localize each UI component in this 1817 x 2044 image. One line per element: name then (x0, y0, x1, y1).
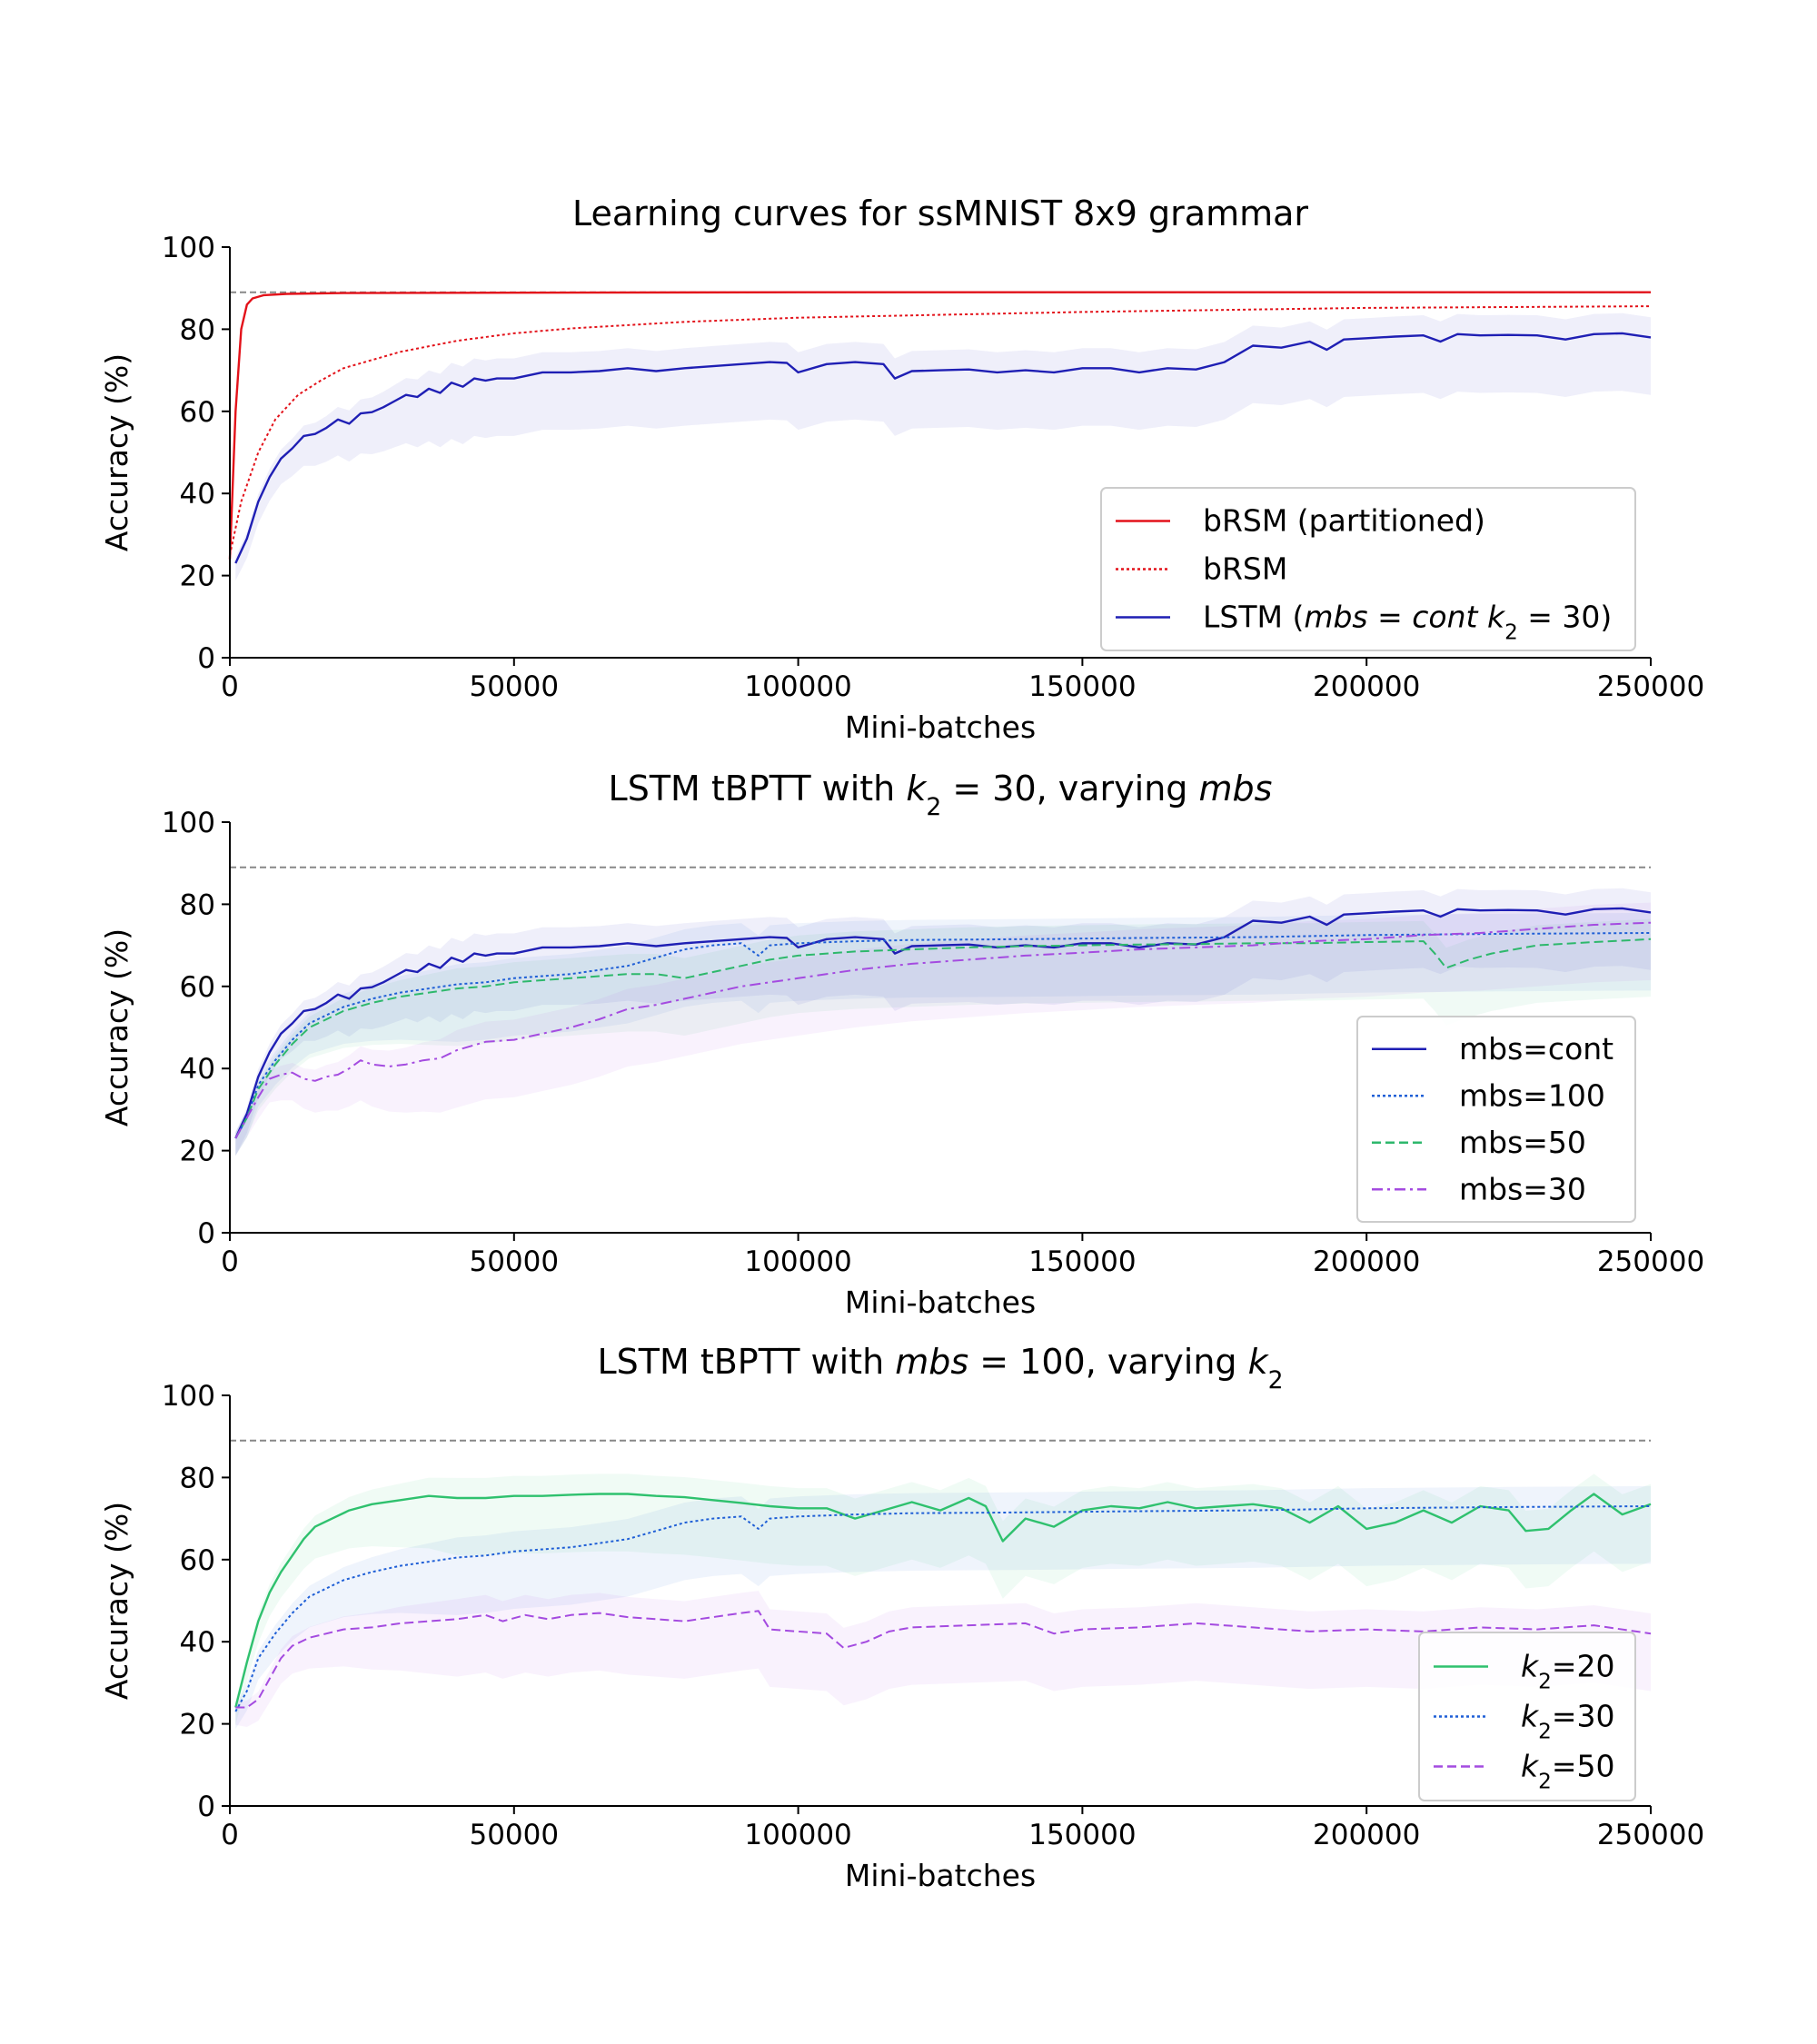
y-tick-label: 20 (180, 1136, 215, 1168)
legend: k2=20 k2=30 k2=50 (1418, 1632, 1636, 1801)
legend-label: LSTM (mbs = cont k2 = 30) (1203, 600, 1612, 645)
x-tick-label: 100000 (744, 670, 851, 703)
x-tick-label: 200000 (1313, 670, 1420, 703)
series-line-1-2 (229, 305, 1652, 556)
x-tick-label: 50000 (469, 1245, 559, 1278)
x-tick-label: 150000 (1028, 1819, 1136, 1851)
chart-2: 0 20 40 60 80 100 0 50000 100000 150000 200000 2500… (99, 769, 1704, 1320)
y-tick-label: 60 (180, 971, 215, 1004)
x-tick-label: 100000 (744, 1245, 851, 1278)
y-tick-label: 40 (180, 1626, 215, 1659)
x-tick-label: 50000 (469, 1819, 559, 1851)
band-2-4 (235, 902, 1652, 1156)
y-tick-label: 0 (197, 1217, 215, 1250)
x-axis-label: Mini-batches (845, 709, 1036, 745)
x-tick-label: 50000 (469, 670, 559, 703)
legend-label: bRSM (1203, 551, 1287, 587)
band-3-1 (235, 1473, 1652, 1725)
chart-1: 0 20 40 60 80 100 0 50000 100000 150000 200000 2500… (99, 193, 1704, 745)
series-line-2-3 (234, 938, 1652, 1139)
band-2-1 (235, 888, 1652, 1156)
y-tick-label: 20 (180, 561, 215, 593)
band-1-3 (235, 313, 1652, 581)
x-tick-label: 0 (221, 670, 239, 703)
x-tick-label: 200000 (1313, 1819, 1420, 1851)
legend-label: mbs=50 (1459, 1125, 1586, 1160)
y-tick-label: 100 (162, 1380, 215, 1413)
x-tick-label: 0 (221, 1245, 239, 1278)
chart-title: LSTM tBPTT with k2 = 30, varying mbs (609, 769, 1273, 821)
series-line-2-2 (234, 932, 1652, 1139)
series-line-3-1 (234, 1493, 1652, 1708)
x-tick-label: 150000 (1028, 1245, 1136, 1278)
y-tick-label: 0 (197, 642, 215, 675)
y-tick-label: 80 (180, 1462, 215, 1494)
band-2-2 (235, 912, 1652, 1156)
x-tick-label: 250000 (1597, 1819, 1704, 1851)
y-tick-label: 20 (180, 1709, 215, 1741)
y-tick-label: 60 (180, 396, 215, 429)
y-tick-label: 100 (162, 232, 215, 264)
legend-label: mbs=100 (1459, 1077, 1605, 1113)
x-tick-label: 250000 (1597, 670, 1704, 703)
y-axis-label: Accuracy (%) (99, 928, 134, 1126)
x-tick-label: 0 (221, 1819, 239, 1851)
band-2-3 (235, 918, 1652, 1156)
series-line-3-3 (235, 1610, 1652, 1709)
y-tick-label: 80 (180, 313, 215, 346)
y-tick-label: 60 (180, 1544, 215, 1577)
legend: mbs=cont mbs=100 mbs=50 mbs=30 (1356, 1016, 1636, 1223)
legend-label: mbs=30 (1459, 1171, 1586, 1206)
x-tick-label: 250000 (1597, 1245, 1704, 1278)
legend-label: mbs=cont (1459, 1031, 1613, 1067)
legend-box (1356, 1016, 1636, 1223)
y-axis-label: Accuracy (%) (99, 353, 134, 551)
legend-box (1100, 487, 1636, 651)
y-tick-label: 40 (180, 1053, 215, 1086)
series-line-1-3 (234, 332, 1652, 564)
legend: bRSM (partitioned) bRSM LSTM (mbs = cont k… (1100, 487, 1636, 651)
y-tick-label: 100 (162, 807, 215, 839)
series-line-2-4 (234, 921, 1652, 1139)
legend-label: bRSM (partitioned) (1203, 503, 1485, 539)
series-line-2-1 (234, 907, 1652, 1139)
legend-label: k2=50 (1521, 1749, 1614, 1794)
band-3-3 (235, 1591, 1652, 1727)
y-tick-label: 40 (180, 478, 215, 511)
legend-box (1418, 1632, 1636, 1801)
chart-title: LSTM tBPTT with mbs = 100, varying k2 (597, 1342, 1283, 1394)
y-tick-label: 80 (180, 888, 215, 921)
legend-label: k2=20 (1521, 1649, 1614, 1694)
series-line-1-1 (228, 291, 1651, 560)
legend-label: k2=30 (1521, 1699, 1614, 1744)
series-line-3-2 (234, 1505, 1652, 1712)
x-axis-label: Mini-batches (845, 1858, 1036, 1893)
x-tick-label: 150000 (1028, 670, 1136, 703)
chart-3: 0 20 40 60 80 100 0 50000 100000 150000 200000 2500… (99, 1342, 1704, 1893)
band-3-2 (235, 1485, 1652, 1730)
y-tick-label: 0 (197, 1791, 215, 1823)
x-axis-label: Mini-batches (845, 1285, 1036, 1320)
y-axis-label: Accuracy (%) (99, 1502, 134, 1700)
chart-title: Learning curves for ssMNIST 8x9 grammar (572, 193, 1308, 233)
x-tick-label: 100000 (744, 1819, 851, 1851)
x-tick-label: 200000 (1313, 1245, 1420, 1278)
